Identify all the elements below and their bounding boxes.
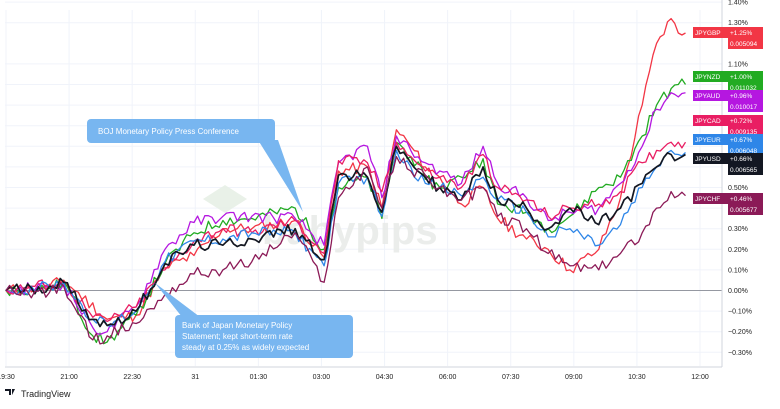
x-tick-label: 04:30	[376, 374, 394, 381]
badge-pct: +1.25%	[730, 30, 752, 37]
annotation-text: Bank of Japan Monetary Policy Statement; …	[182, 321, 309, 352]
badge-value-box	[728, 71, 763, 93]
badge-jpycad: JPYCAD +0.72% 0.009135	[693, 115, 763, 137]
badge-name-box	[693, 193, 728, 204]
x-tick-label: 01:30	[250, 374, 268, 381]
badge-value-box	[728, 153, 763, 175]
y-tick-label: 0.30%	[728, 226, 748, 233]
badge-pct: +0.46%	[730, 196, 752, 203]
tradingview-brand: TradingView	[21, 389, 71, 399]
badge-value: 0.005677	[730, 207, 757, 214]
annotation-policy-statement: Bank of Japan Monetary Policy Statement; …	[155, 283, 353, 358]
watermark-icon	[203, 185, 247, 213]
badge-name-box	[693, 71, 728, 82]
badge-value-box	[728, 27, 763, 49]
series-labels: JPYGBP +1.25% 0.005094 JPYNZD +1.00% 0.011032…	[693, 27, 763, 215]
annotation-pointer	[155, 283, 200, 317]
x-tick-label: 10:30	[628, 374, 646, 381]
y-tick-label: 0.50%	[728, 185, 748, 192]
badge-jpyusd: JPYUSD +0.66% 0.006565	[693, 153, 763, 175]
series-line-jpyeur	[5, 149, 686, 328]
badge-name: JPYEUR	[695, 137, 721, 144]
badge-name-box	[693, 90, 728, 101]
badge-value-box	[728, 115, 763, 137]
x-tick-label: 12:00	[691, 374, 709, 381]
badge-name: JPYGBP	[695, 30, 721, 37]
annotation-text: BOJ Monetary Policy Press Conference	[98, 127, 239, 136]
badge-value: 0.006565	[730, 167, 757, 174]
x-tick-label: 09:00	[565, 374, 583, 381]
grid	[5, 1, 722, 366]
tradingview-logo: TradingView	[5, 389, 71, 399]
badge-pct: +0.96%	[730, 93, 752, 100]
y-tick-label: 1.40%	[728, 0, 748, 7]
badge-name: JPYAUD	[695, 93, 720, 100]
badge-value: 0.010017	[730, 104, 757, 111]
x-tick-label: 06:00	[439, 374, 457, 381]
badge-name-box	[693, 153, 728, 164]
badge-jpynzd: JPYNZD +1.00% 0.011032	[693, 71, 763, 93]
badge-value: 0.006048	[730, 148, 757, 155]
badge-value-box	[728, 90, 763, 112]
badge-pct: +1.00%	[730, 74, 752, 81]
badge-name-box	[693, 115, 728, 126]
x-axis: 19:30 21:00 22:30 31 01:30 03:00 04:30 06:00 07:…	[0, 366, 722, 381]
badge-value: 0.009135	[730, 129, 757, 136]
annotation-box	[87, 119, 275, 143]
y-tick-label: −0.10%	[728, 309, 752, 316]
x-tick-label: 07:30	[502, 374, 520, 381]
series-lines	[5, 17, 687, 345]
badge-name: JPYCHF	[695, 196, 720, 203]
badge-name-box	[693, 27, 728, 38]
badge-value-box	[728, 134, 763, 156]
badge-name-box	[693, 134, 728, 145]
badge-jpyaud: JPYAUD +0.96% 0.010017	[693, 90, 763, 112]
y-tick-label: 1.10%	[728, 61, 748, 68]
badge-value: 0.005094	[730, 41, 757, 48]
series-line-jpyusd	[5, 145, 686, 328]
series-line-jpyaud	[5, 92, 686, 336]
badge-jpyeur: JPYEUR +0.67% 0.006048	[693, 134, 763, 156]
badge-name: JPYCAD	[695, 118, 721, 125]
series-line-jpycad	[5, 141, 687, 323]
tradingview-icon	[5, 389, 15, 395]
badge-name: JPYNZD	[695, 74, 721, 81]
x-tick-label: 21:00	[60, 374, 78, 381]
badge-value: 0.011032	[730, 85, 757, 92]
y-tick-label: −0.20%	[728, 329, 752, 336]
x-tick-label: 31	[191, 374, 199, 381]
badge-pct: +0.67%	[730, 137, 752, 144]
y-tick-label: 0.10%	[728, 267, 748, 274]
x-tick-label: 22:30	[123, 374, 141, 381]
annotation-box	[175, 315, 353, 358]
series-line-jpychf	[5, 155, 686, 345]
x-tick-label: 19:30	[0, 374, 15, 381]
y-tick-label: 0.00%	[728, 288, 748, 295]
y-tick-label: −0.30%	[728, 350, 752, 357]
badge-pct: +0.72%	[730, 118, 752, 125]
annotation-pointer	[258, 140, 303, 212]
badge-jpygbp: JPYGBP +1.25% 0.005094	[693, 27, 763, 49]
y-tick-label: 0.20%	[728, 247, 748, 254]
badge-jpychf: JPYCHF +0.46% 0.005677	[693, 193, 763, 215]
badge-pct: +0.66%	[730, 156, 752, 163]
badge-name: JPYUSD	[695, 156, 721, 163]
y-tick-label: 1.30%	[728, 20, 748, 27]
annotation-press-conference: BOJ Monetary Policy Press Conference	[87, 119, 303, 212]
badge-value-box	[728, 193, 763, 215]
x-tick-label: 03:00	[313, 374, 331, 381]
